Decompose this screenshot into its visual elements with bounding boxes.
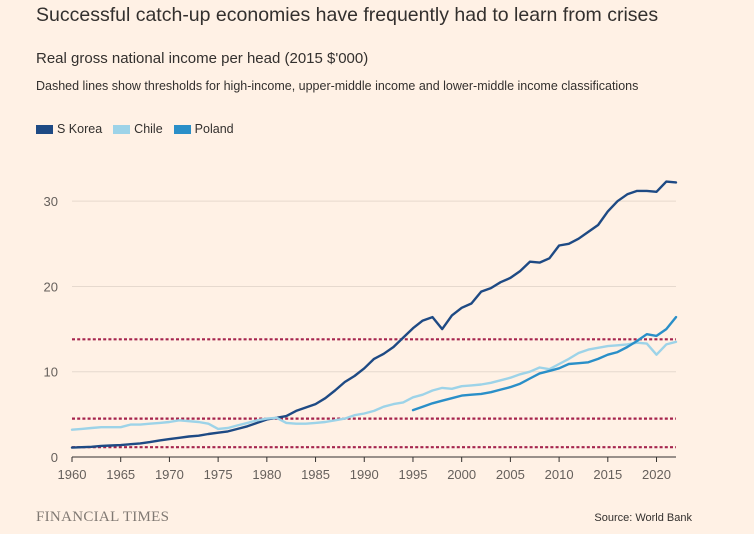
x-tick-label-2005: 2005 <box>496 467 525 482</box>
x-tick-label-1970: 1970 <box>155 467 184 482</box>
series-line-poland <box>411 315 678 412</box>
x-tick-label-1965: 1965 <box>106 467 135 482</box>
series-line-s-korea <box>70 180 678 449</box>
y-tick-label-10: 10 <box>44 365 58 380</box>
legend-item-s-korea: S Korea <box>36 122 102 136</box>
y-tick-label-20: 20 <box>44 279 58 294</box>
series-line-chile <box>70 340 678 431</box>
x-tick-label-1990: 1990 <box>350 467 379 482</box>
legend-label-chile: Chile <box>134 122 163 136</box>
x-tick-label-1995: 1995 <box>399 467 428 482</box>
x-tick-label-1975: 1975 <box>204 467 233 482</box>
y-tick-label-30: 30 <box>44 194 58 209</box>
y-tick-label-0: 0 <box>51 450 58 465</box>
chart-subtitle: Real gross national income per head (201… <box>36 50 369 67</box>
x-tick-label-2020: 2020 <box>642 467 671 482</box>
legend-label-s-korea: S Korea <box>57 122 103 136</box>
legend-label-poland: Poland <box>194 122 234 136</box>
legend: S Korea Chile Poland <box>36 122 245 136</box>
chart-title: Successful catch-up economies have frequ… <box>36 4 659 26</box>
ft-logo: FINANCIAL TIMES <box>36 509 170 525</box>
x-tick-label-1980: 1980 <box>252 467 281 482</box>
legend-item-chile: Chile <box>113 122 163 136</box>
x-tick-label-2015: 2015 <box>593 467 622 482</box>
x-tick-label-2010: 2010 <box>545 467 574 482</box>
legend-item-poland: Poland <box>173 122 234 136</box>
legend-swatch-s-korea <box>36 124 53 134</box>
source-note: Source: World Bank <box>594 512 692 524</box>
legend-swatch-poland <box>173 124 191 134</box>
legend-swatch-chile <box>113 124 131 134</box>
chart-note: Dashed lines show thresholds for high-in… <box>36 79 639 93</box>
x-tick-label-2000: 2000 <box>447 467 476 482</box>
x-tick-label-1960: 1960 <box>58 467 87 482</box>
x-tick-label-1985: 1985 <box>301 467 330 482</box>
